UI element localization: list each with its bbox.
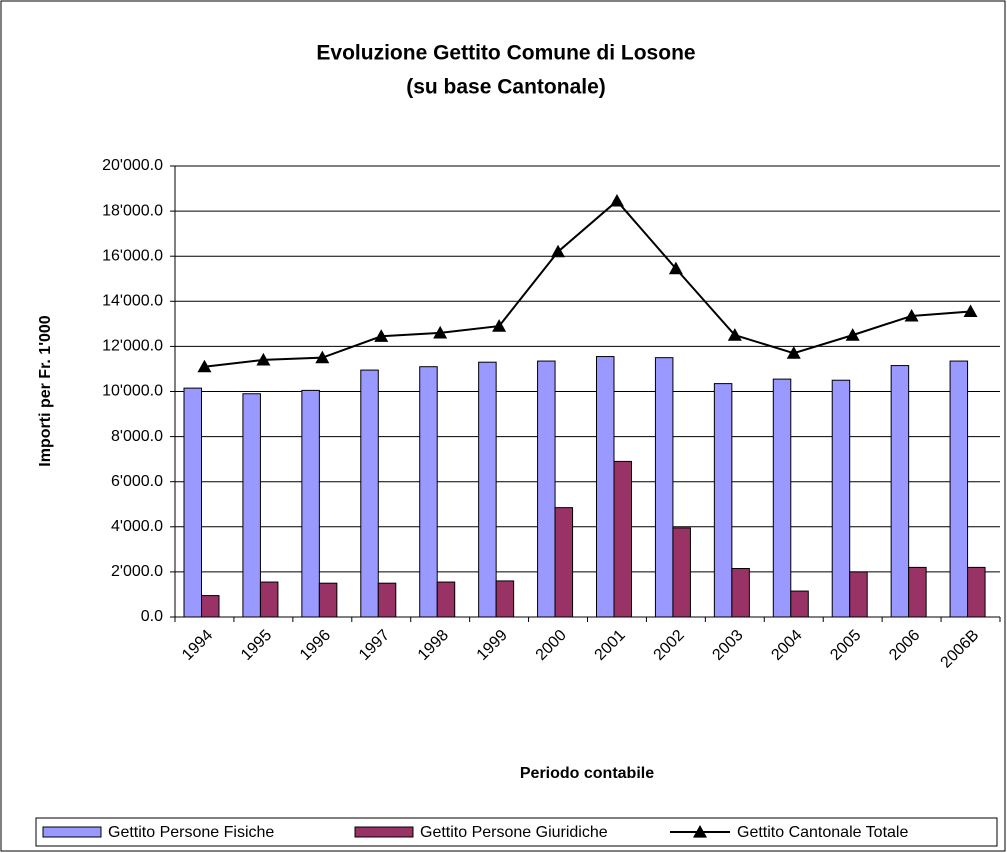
bar [731, 568, 750, 618]
legend-label: Gettito Persone Fisiche [108, 824, 274, 841]
y-tick-label: 18'000.0 [102, 202, 163, 219]
bar [654, 357, 674, 618]
y-tick-label: 16'000.0 [102, 247, 163, 264]
y-tick-label: 10'000.0 [102, 383, 163, 400]
bar [537, 360, 556, 618]
bar [301, 389, 320, 618]
y-tick-label: 6'000.0 [111, 473, 163, 490]
chart-title: Evoluzione Gettito Comune di Losone [316, 42, 695, 65]
bar [360, 369, 379, 618]
chart-title: (su base Cantonale) [406, 76, 606, 99]
legend-swatch [693, 825, 707, 838]
legend-swatch [42, 826, 102, 838]
bar [772, 378, 792, 618]
bar [849, 571, 868, 618]
y-tick-label: 2'000.0 [111, 563, 163, 580]
y-tick-label: 20'000.0 [102, 157, 163, 174]
bar [242, 393, 261, 618]
bar [478, 361, 497, 618]
line-marker [315, 350, 330, 364]
bar [949, 360, 969, 618]
line-marker [609, 193, 624, 207]
legend-label: Gettito Persone Giuridiche [420, 824, 608, 841]
line-marker [197, 359, 212, 373]
line [204, 199, 971, 368]
bar [436, 581, 456, 618]
line-marker [845, 328, 860, 341]
bar [790, 590, 809, 618]
bar [554, 507, 574, 618]
line-marker [256, 352, 271, 366]
bar [183, 387, 202, 618]
bar [259, 581, 279, 618]
bar [908, 566, 927, 618]
legend-swatch [354, 826, 414, 838]
line-marker [492, 319, 507, 332]
line-marker [786, 346, 801, 359]
bar [831, 379, 851, 618]
bar [713, 383, 733, 618]
bar [419, 366, 438, 618]
bar [377, 582, 397, 618]
bar [318, 582, 338, 618]
line-marker [551, 244, 566, 258]
bar [967, 566, 986, 618]
y-axis-title: Importi per Fr. 1'000 [37, 315, 54, 467]
legend-label: Gettito Cantonale Totale [737, 824, 908, 841]
y-tick-label: 8'000.0 [111, 428, 163, 445]
legend-box [35, 817, 998, 847]
bar [201, 595, 220, 618]
line-marker [668, 261, 683, 275]
y-tick-label: 0.0 [141, 608, 163, 625]
x-axis-title: Periodo contabile [520, 765, 654, 782]
y-tick-label: 12'000.0 [102, 338, 163, 355]
y-tick-label: 14'000.0 [102, 293, 163, 310]
line-marker [727, 328, 742, 341]
bar [890, 365, 910, 618]
bar [672, 527, 691, 618]
line-marker [963, 304, 978, 318]
bar [596, 356, 615, 618]
line-marker [433, 325, 448, 339]
line-marker [374, 329, 389, 342]
line-marker [904, 308, 919, 322]
bar [613, 460, 632, 618]
y-tick-label: 4'000.0 [111, 518, 163, 535]
bar [495, 580, 515, 618]
